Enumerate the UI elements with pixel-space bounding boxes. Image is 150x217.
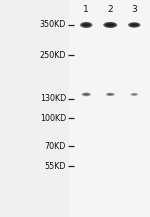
Text: 55KD: 55KD xyxy=(45,161,66,171)
Text: 2: 2 xyxy=(107,5,113,14)
Ellipse shape xyxy=(84,24,88,26)
Ellipse shape xyxy=(81,22,92,28)
Ellipse shape xyxy=(81,92,91,96)
Ellipse shape xyxy=(108,24,113,26)
Ellipse shape xyxy=(129,23,140,27)
Ellipse shape xyxy=(106,93,115,96)
Ellipse shape xyxy=(103,22,117,28)
Ellipse shape xyxy=(130,23,139,27)
Ellipse shape xyxy=(84,93,89,95)
Ellipse shape xyxy=(105,23,115,27)
Ellipse shape xyxy=(81,23,91,27)
Ellipse shape xyxy=(104,22,117,28)
Ellipse shape xyxy=(108,24,112,26)
Text: 1: 1 xyxy=(83,5,89,14)
Text: 130KD: 130KD xyxy=(40,94,66,103)
Ellipse shape xyxy=(106,23,114,27)
Ellipse shape xyxy=(131,93,138,96)
Ellipse shape xyxy=(107,93,113,95)
Ellipse shape xyxy=(132,93,137,95)
Ellipse shape xyxy=(83,93,89,96)
Ellipse shape xyxy=(82,24,90,26)
Ellipse shape xyxy=(132,24,136,26)
Bar xyxy=(69,0,150,217)
Ellipse shape xyxy=(104,22,116,28)
Ellipse shape xyxy=(80,22,92,28)
Ellipse shape xyxy=(82,93,91,96)
Ellipse shape xyxy=(107,24,114,26)
Ellipse shape xyxy=(132,24,137,26)
Ellipse shape xyxy=(132,94,137,95)
Ellipse shape xyxy=(84,24,89,26)
Ellipse shape xyxy=(129,23,139,27)
Ellipse shape xyxy=(130,24,138,26)
Text: 350KD: 350KD xyxy=(40,20,66,30)
Ellipse shape xyxy=(83,23,90,27)
Text: 3: 3 xyxy=(131,5,137,14)
Ellipse shape xyxy=(107,93,114,96)
Ellipse shape xyxy=(108,94,113,95)
Ellipse shape xyxy=(106,24,115,26)
Ellipse shape xyxy=(82,23,91,27)
Ellipse shape xyxy=(131,23,138,26)
Ellipse shape xyxy=(83,94,89,95)
Text: 70KD: 70KD xyxy=(45,142,66,151)
Ellipse shape xyxy=(131,24,137,26)
Ellipse shape xyxy=(82,23,90,27)
Text: 100KD: 100KD xyxy=(40,114,66,123)
Ellipse shape xyxy=(131,93,137,96)
Ellipse shape xyxy=(130,23,138,27)
Ellipse shape xyxy=(80,22,93,28)
Ellipse shape xyxy=(106,93,114,96)
Ellipse shape xyxy=(130,93,138,96)
Ellipse shape xyxy=(107,94,113,95)
Ellipse shape xyxy=(128,22,140,28)
Ellipse shape xyxy=(83,24,89,26)
Ellipse shape xyxy=(105,23,116,27)
Ellipse shape xyxy=(128,22,141,28)
Ellipse shape xyxy=(82,93,90,96)
Ellipse shape xyxy=(106,23,115,27)
Text: 250KD: 250KD xyxy=(39,51,66,60)
